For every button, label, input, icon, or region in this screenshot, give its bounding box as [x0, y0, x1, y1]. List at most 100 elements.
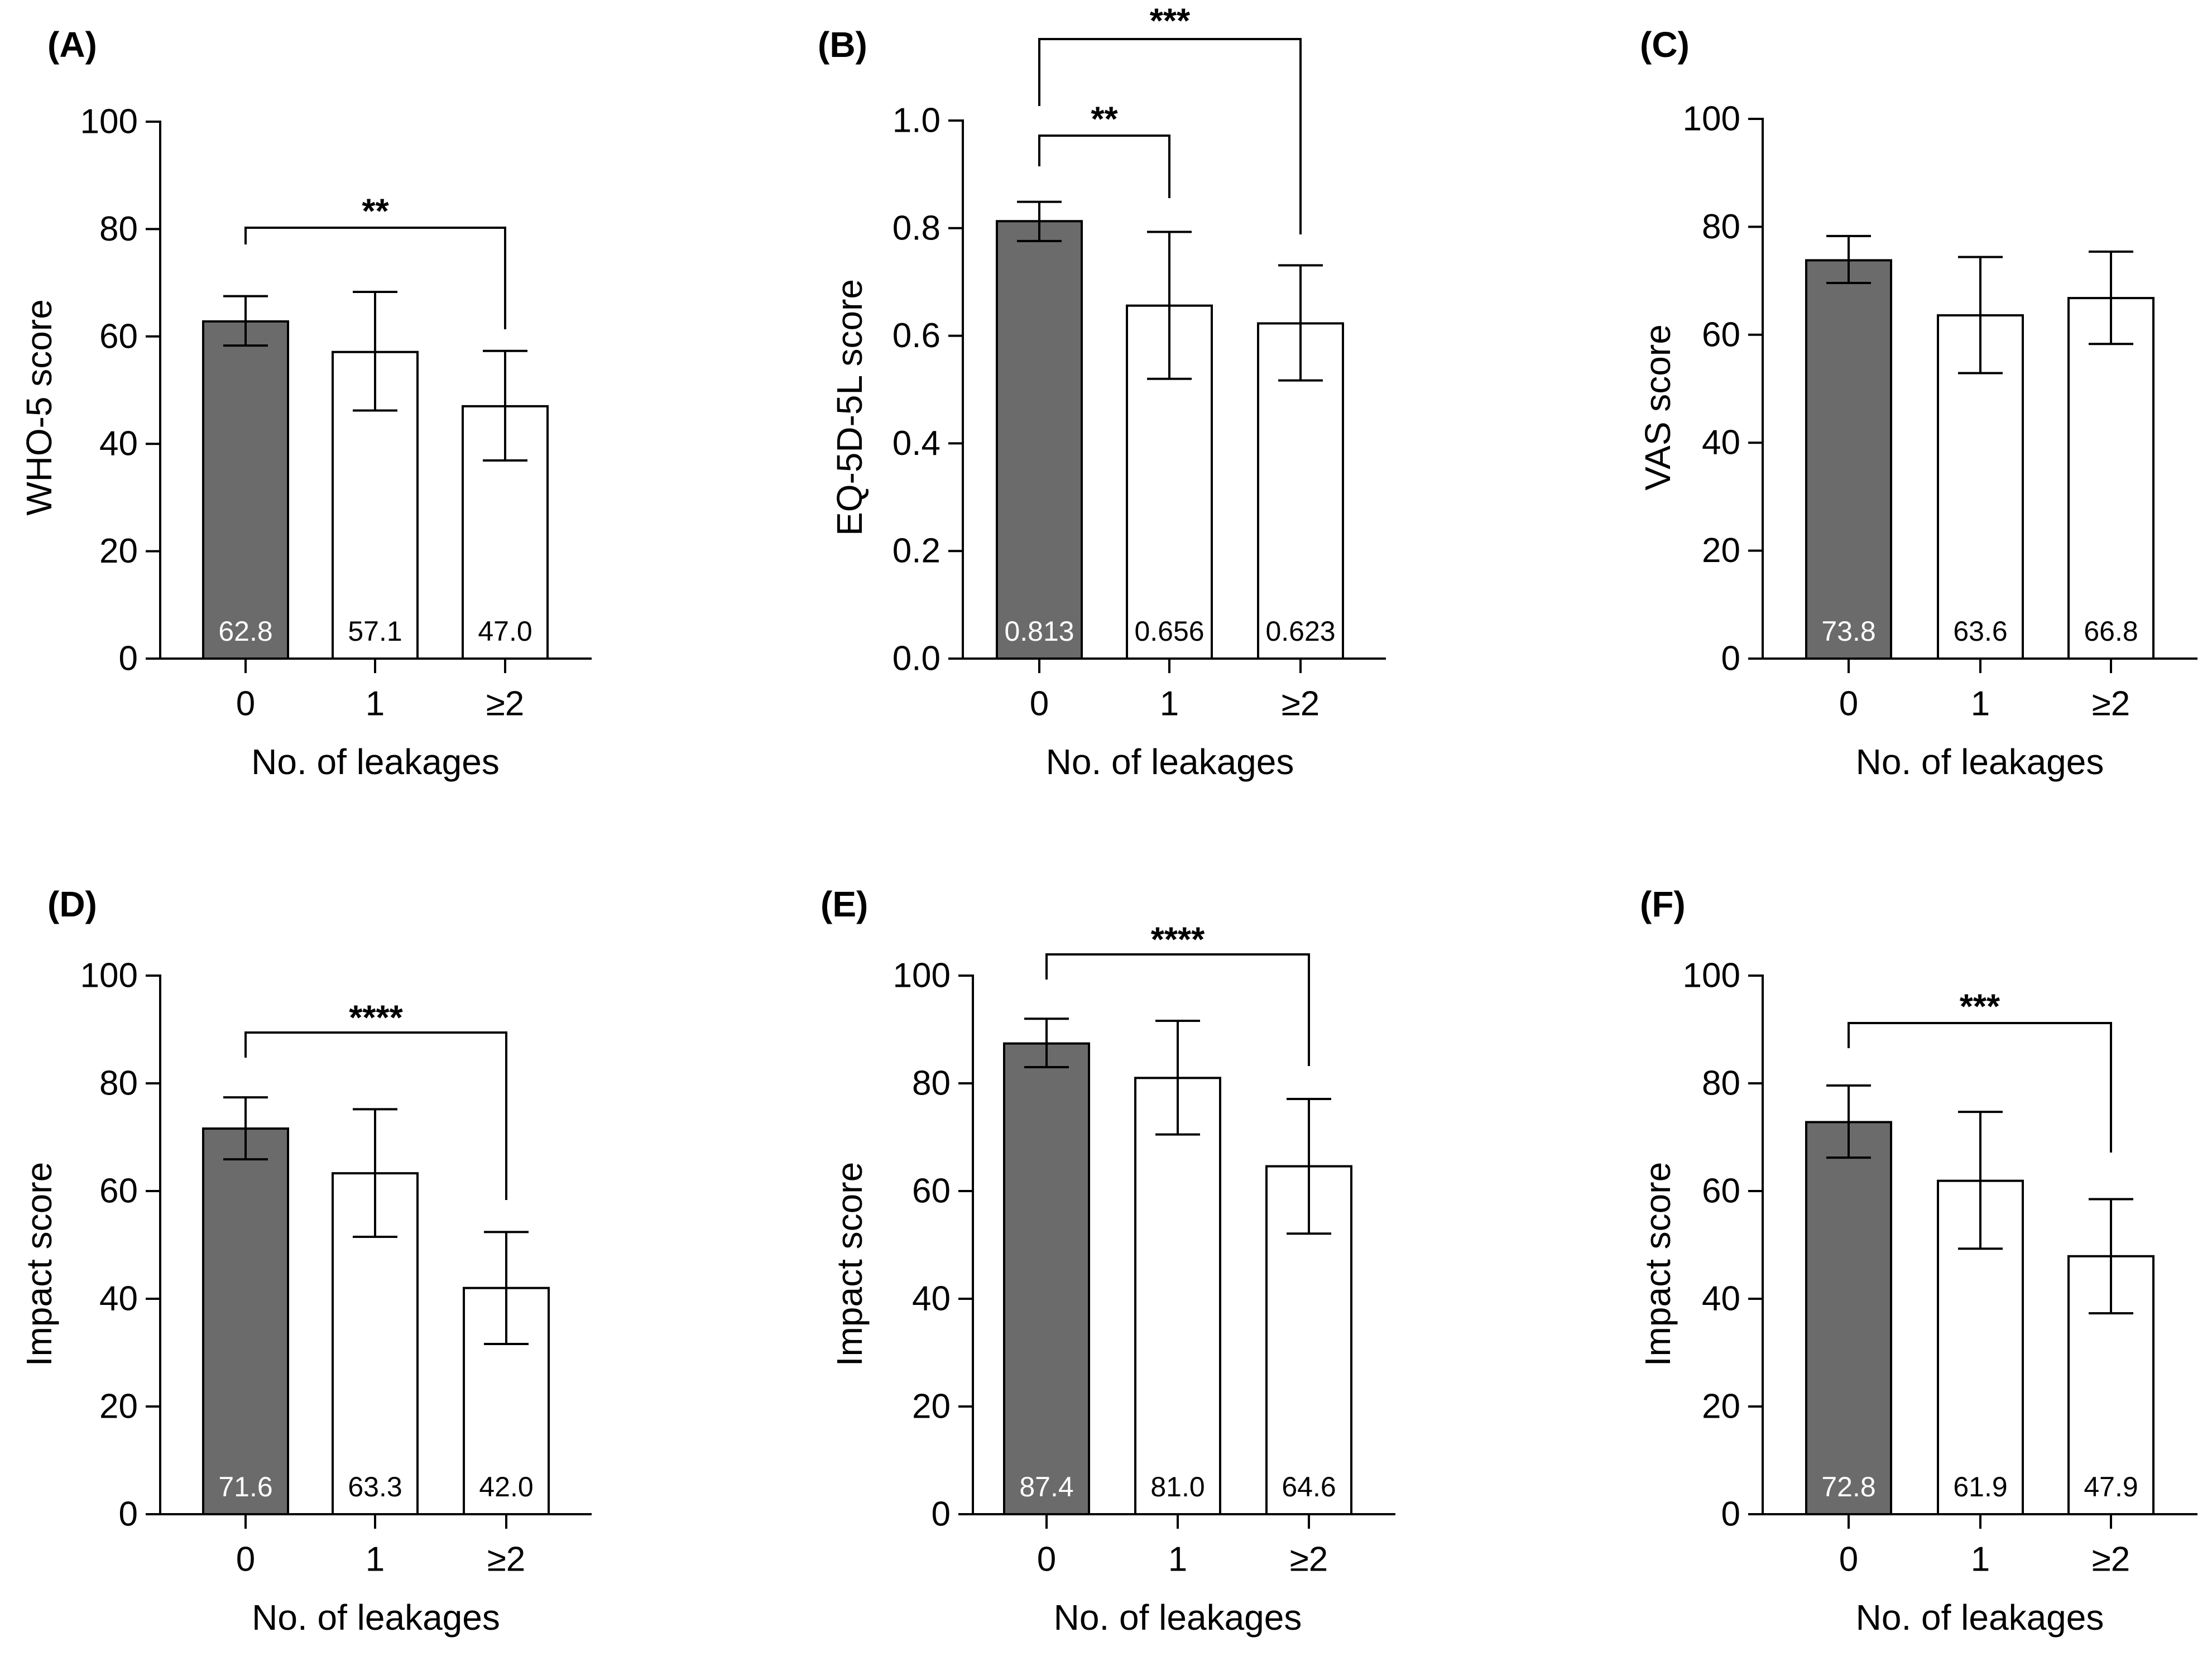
significance-label: ** [1091, 100, 1118, 138]
bar [1134, 1077, 1221, 1515]
data-label: 42.0 [479, 1471, 533, 1502]
y-tick-label: 100 [80, 103, 138, 141]
x-tick-label: ≥2 [1290, 1540, 1328, 1578]
y-tick-label: 80 [912, 1064, 951, 1103]
x-tick-label: 1 [1168, 1540, 1187, 1578]
data-label: 61.9 [1953, 1471, 2007, 1502]
y-tick-label: 0 [932, 1495, 951, 1534]
y-tick-label: 1.0 [893, 102, 941, 140]
chart-panel-b: (B) 0.0 0.2 0.4 0.6 0.8 1.0 EQ-5D-5L score 0 0.81… [818, 2, 1386, 782]
x-tick-label: 1 [366, 684, 385, 723]
y-tick-label: 40 [99, 1280, 138, 1318]
y-tick-label: 40 [99, 425, 138, 463]
y-tick-label: 40 [1702, 424, 1740, 462]
x-tick-label: ≥2 [487, 1540, 526, 1578]
data-label: 63.3 [348, 1471, 402, 1502]
x-tick-label: ≥2 [486, 684, 525, 723]
bar [1805, 259, 1892, 660]
significance-label: **** [349, 998, 403, 1037]
data-label: 0.813 [1004, 616, 1074, 647]
data-label: 0.656 [1134, 616, 1204, 647]
y-tick-label: 100 [1683, 957, 1740, 995]
y-tick-label: 20 [99, 532, 138, 570]
x-axis-title: No. of leakages [1856, 742, 2104, 782]
x-tick-label: 0 [236, 1540, 255, 1578]
y-tick-label: 0.4 [893, 424, 941, 463]
y-tick-label: 60 [99, 317, 138, 356]
y-tick-label: 20 [1702, 1388, 1740, 1426]
x-axis-title: No. of leakages [1054, 1597, 1302, 1638]
panel-label: (B) [818, 25, 867, 65]
panel-label: (C) [1640, 25, 1690, 65]
y-tick-label: 0 [119, 640, 138, 678]
data-label: 47.9 [2084, 1471, 2138, 1502]
x-tick-label: 1 [366, 1540, 385, 1578]
y-tick-label: 0.6 [893, 316, 941, 355]
y-tick-label: 60 [1702, 315, 1740, 354]
chart-panel-e: (E) 0 20 40 60 80 100 Impact score 0 87.4 1 81.0 ≥2 6… [820, 884, 1395, 1638]
x-axis-title: No. of leakages [1046, 742, 1294, 782]
significance-label: **** [1151, 920, 1205, 959]
y-tick-label: 60 [912, 1172, 951, 1211]
data-label: 63.6 [1953, 616, 2007, 647]
chart-panel-a: (A) 0 20 40 60 80 100 WHO-5 score 0 62.8 1 57.1 ≥2 47… [19, 25, 592, 782]
significance-bracket [1038, 135, 1170, 198]
y-tick-label: 0.8 [893, 209, 941, 247]
panel-label: (D) [47, 884, 97, 924]
y-tick-label: 100 [1683, 100, 1740, 138]
y-axis-title: Impact score [19, 1162, 59, 1366]
y-tick-label: 60 [1702, 1172, 1740, 1211]
bar [996, 220, 1083, 660]
panel-label: (E) [820, 884, 868, 924]
chart-panel-d: (D) 0 20 40 60 80 100 Impact score 0 71.6 1 63.3 ≥2 4… [19, 884, 592, 1638]
x-tick-label: ≥2 [2092, 1540, 2131, 1578]
y-axis-title: WHO-5 score [19, 299, 59, 516]
x-tick-label: 0 [1839, 684, 1858, 723]
y-tick-label: 80 [99, 210, 138, 248]
y-axis-title: Impact score [829, 1162, 870, 1366]
chart-panel-c: (C) 0 20 40 60 80 100 VAS score 0 73.8 1 63.6 ≥2 66.8… [1638, 25, 2197, 782]
x-tick-label: 0 [1037, 1540, 1056, 1578]
x-tick-label: ≥2 [1282, 684, 1320, 723]
bar [202, 1127, 289, 1516]
y-tick-label: 80 [99, 1064, 138, 1103]
data-label: 62.8 [218, 616, 272, 647]
y-tick-label: 20 [99, 1388, 138, 1426]
y-tick-label: 100 [893, 957, 951, 995]
x-tick-label: 0 [236, 684, 255, 723]
data-label: 87.4 [1019, 1471, 1073, 1502]
significance-label: *** [1150, 2, 1191, 40]
panel-label: (A) [47, 25, 97, 65]
y-tick-label: 0 [119, 1495, 138, 1534]
significance-bracket [1045, 953, 1310, 1066]
data-label: 81.0 [1150, 1471, 1205, 1502]
data-label: 0.623 [1265, 616, 1335, 647]
y-tick-label: 80 [1702, 208, 1740, 246]
y-tick-label: 40 [1702, 1280, 1740, 1318]
x-tick-label: 1 [1971, 1540, 1990, 1578]
data-label: 64.6 [1282, 1471, 1336, 1502]
data-label: 66.8 [2084, 616, 2138, 647]
y-tick-label: 0.2 [893, 532, 941, 570]
x-tick-label: 1 [1971, 684, 1990, 723]
x-tick-label: 1 [1160, 684, 1179, 723]
significance-label: ** [362, 192, 389, 231]
y-tick-label: 20 [1702, 531, 1740, 570]
y-tick-label: 40 [912, 1280, 951, 1318]
bar [2067, 297, 2155, 660]
y-tick-label: 100 [80, 957, 138, 995]
y-tick-label: 80 [1702, 1064, 1740, 1103]
significance-bracket [244, 227, 506, 329]
data-label: 47.0 [478, 616, 532, 647]
bar [1805, 1121, 1892, 1515]
y-axis-title: Impact score [1638, 1162, 1678, 1366]
y-tick-label: 20 [912, 1388, 951, 1426]
y-axis-title: VAS score [1638, 324, 1678, 491]
chart-panel-f: (F) 0 20 40 60 80 100 Impact score 0 72.8 1 61.9 ≥2 4… [1638, 884, 2197, 1638]
significance-bracket [1038, 38, 1302, 234]
y-tick-label: 0 [1721, 1495, 1740, 1534]
y-axis-title: EQ-5D-5L score [829, 279, 870, 536]
panel-label: (F) [1640, 884, 1686, 924]
x-axis-title: No. of leakages [1856, 1597, 2104, 1638]
